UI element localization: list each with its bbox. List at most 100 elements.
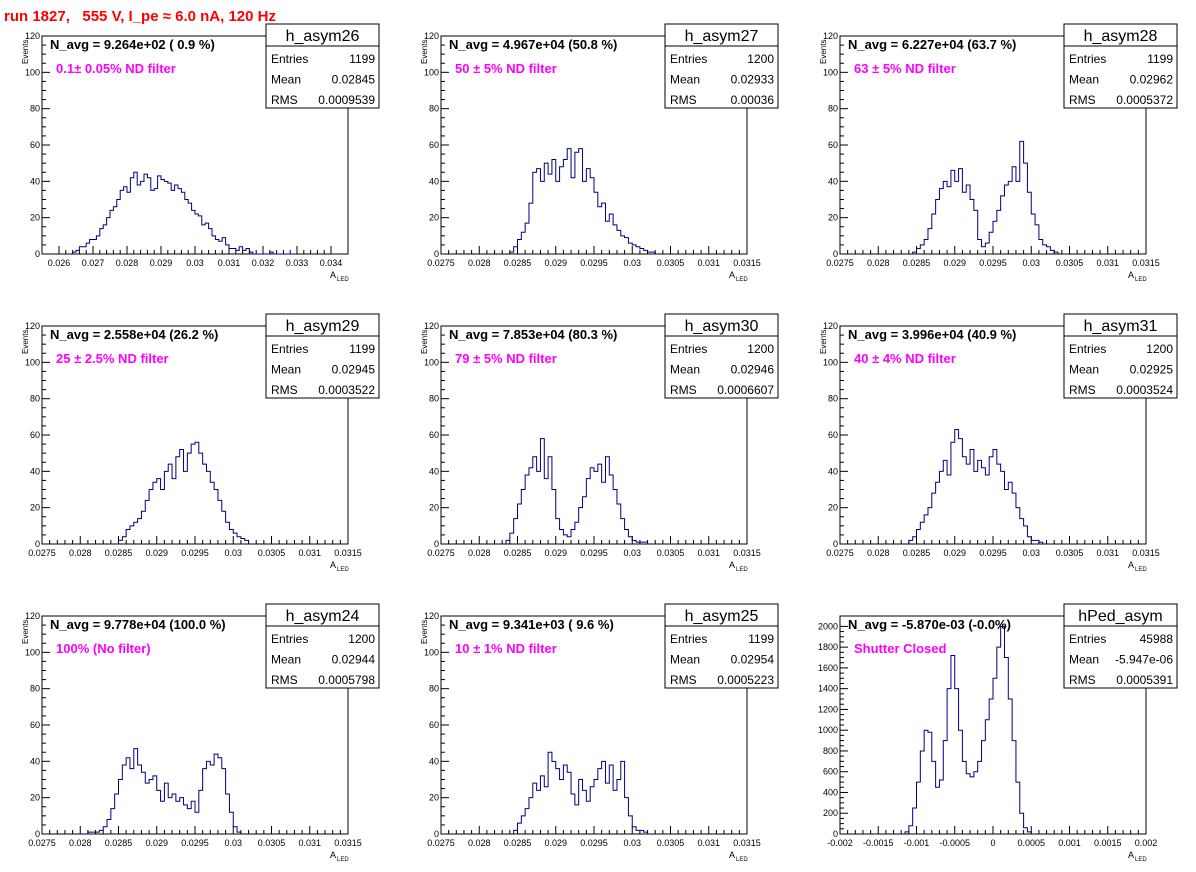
- y-tick-label: 0: [434, 829, 439, 839]
- stats-label: RMS: [1069, 383, 1096, 397]
- stats-label: RMS: [271, 93, 298, 107]
- x-axis-label: A: [330, 850, 336, 860]
- y-tick-label: 200: [823, 808, 838, 818]
- y-tick-label: 1800: [818, 642, 838, 652]
- histogram-series-h_asym29: [118, 441, 250, 544]
- x-tick-label: 0.0285: [903, 258, 931, 268]
- stats-label: Mean: [670, 653, 700, 667]
- x-tick-label: 0.0005: [1017, 838, 1045, 848]
- stats-label: Entries: [1069, 342, 1106, 356]
- stats-box: [1063, 625, 1178, 689]
- x-tick-label: 0.03: [623, 548, 641, 558]
- y-tick-label: 0: [833, 249, 838, 259]
- x-tick-label: 0.028: [468, 258, 491, 268]
- histogram-panel-h_asym28: 0 20 40 60 80 100 120 0.0275 0.028 0.0285 0.029 0.0…: [819, 23, 1178, 283]
- stats-label: Mean: [1069, 73, 1099, 87]
- y-tick-label: 20: [828, 213, 838, 223]
- navg-label: N_avg = 7.853e+04 (80.3 %): [449, 327, 617, 342]
- histogram-series-h_asym28: [912, 140, 1059, 254]
- stats-value: 0.02925: [1130, 363, 1174, 377]
- histogram-series-h_asym24: [87, 748, 242, 834]
- histogram-series-h_asym26: [72, 171, 294, 255]
- histogram-name: h_asym31: [1084, 318, 1158, 335]
- y-tick-label: 0: [833, 829, 838, 839]
- x-tick-label: 0.0275: [28, 838, 56, 848]
- y-axis-label: Events: [819, 330, 828, 354]
- x-tick-label: 0.002: [1135, 838, 1158, 848]
- x-tick-label: 0.028: [468, 838, 491, 848]
- y-tick-label: 100: [424, 647, 439, 657]
- y-tick-label: 120: [424, 321, 439, 331]
- x-axis-label-sub: LED: [1135, 567, 1147, 573]
- stats-label: RMS: [670, 673, 697, 687]
- x-tick-label: 0.031: [697, 258, 720, 268]
- y-tick-label: 1200: [818, 704, 838, 714]
- y-tick-label: 0: [35, 829, 40, 839]
- x-tick-label: 0.0295: [181, 838, 209, 848]
- y-axis-label: Events: [21, 40, 30, 64]
- page-title: run 1827, 555 V, I_pe ≈ 6.0 nA, 120 Hz: [4, 8, 276, 25]
- x-tick-label: 0.0315: [334, 548, 362, 558]
- x-tick-label: 0.0285: [504, 838, 532, 848]
- x-tick-label: 0.029: [943, 548, 966, 558]
- stats-box: [265, 45, 380, 109]
- y-tick-label: 40: [30, 466, 40, 476]
- y-tick-label: 60: [429, 430, 439, 440]
- stats-value: 0.0003522: [318, 383, 375, 397]
- stats-box: [664, 335, 779, 399]
- y-tick-label: 0: [35, 249, 40, 259]
- stats-box: [664, 625, 779, 689]
- y-tick-label: 20: [429, 503, 439, 513]
- filter-annotation: 50 ± 5% ND filter: [455, 61, 557, 76]
- x-axis-label: A: [1128, 560, 1134, 570]
- x-tick-label: 0.029: [544, 258, 567, 268]
- x-tick-label: 0.0285: [504, 258, 532, 268]
- filter-annotation: Shutter Closed: [854, 641, 947, 656]
- y-tick-label: 0: [833, 539, 838, 549]
- y-tick-label: 120: [424, 611, 439, 621]
- histogram-series-h_asym27: [509, 148, 656, 254]
- y-tick-label: 80: [429, 394, 439, 404]
- stats-value: 0.0009539: [318, 93, 375, 107]
- stats-value: 0.0005372: [1116, 93, 1173, 107]
- x-tick-label: 0.031: [1096, 258, 1119, 268]
- y-tick-label: 2000: [818, 621, 838, 631]
- y-tick-label: 120: [823, 31, 838, 41]
- y-tick-label: 20: [30, 213, 40, 223]
- histogram-name: h_asym26: [286, 28, 360, 45]
- x-tick-label: -0.001: [904, 838, 930, 848]
- histogram-name: h_asym30: [685, 318, 759, 335]
- stats-value: 0.02933: [731, 73, 775, 87]
- x-tick-label: 0.0315: [733, 548, 761, 558]
- navg-label: N_avg = 9.341e+03 ( 9.6 %): [449, 617, 614, 632]
- stats-label: Entries: [1069, 632, 1106, 646]
- histogram-name: h_asym28: [1084, 28, 1158, 45]
- y-axis-label: Events: [420, 40, 429, 64]
- y-tick-label: 1000: [818, 725, 838, 735]
- x-axis-label-sub: LED: [337, 567, 349, 573]
- x-tick-label: 0.0015: [1094, 838, 1122, 848]
- x-axis-label: A: [729, 560, 735, 570]
- x-tick-label: 0.028: [69, 838, 92, 848]
- x-tick-label: 0.028: [468, 548, 491, 558]
- x-tick-label: 0.03: [186, 258, 204, 268]
- x-tick-label: 0.0295: [979, 258, 1007, 268]
- filter-annotation: 10 ± 1% ND filter: [455, 641, 557, 656]
- stats-value: 1199: [349, 52, 375, 66]
- x-tick-label: 0.029: [150, 258, 173, 268]
- stats-value: 0.00036: [731, 93, 775, 107]
- x-tick-label: 0: [990, 838, 995, 848]
- y-tick-label: 20: [30, 503, 40, 513]
- y-tick-label: 80: [828, 104, 838, 114]
- x-tick-label: 0.031: [697, 548, 720, 558]
- histogram-panel-h_asym25: 0 20 40 60 80 100 120 0.0275 0.028 0.0285 0.029 0.0…: [420, 603, 779, 863]
- y-tick-label: 20: [828, 503, 838, 513]
- filter-annotation: 40 ± 4% ND filter: [854, 351, 956, 366]
- x-tick-label: 0.0315: [1132, 548, 1160, 558]
- x-tick-label: 0.032: [252, 258, 275, 268]
- navg-label: N_avg = 4.967e+04 (50.8 %): [449, 37, 617, 52]
- x-tick-label: 0.0305: [258, 838, 286, 848]
- histogram-series-h_asym25: [513, 751, 649, 834]
- stats-value: 0.02946: [731, 363, 775, 377]
